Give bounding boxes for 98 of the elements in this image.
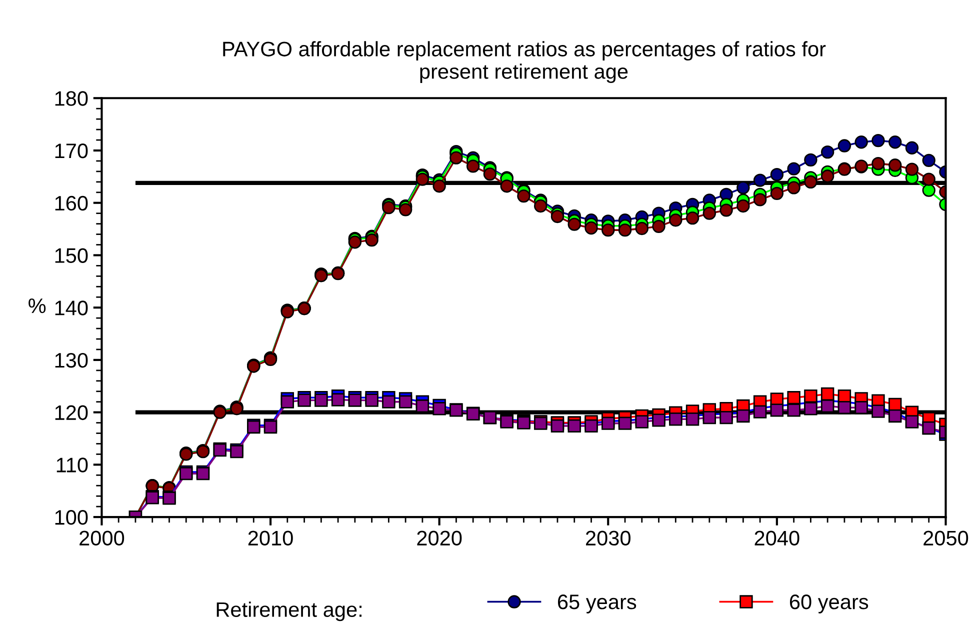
point: [584, 221, 598, 235]
point: [635, 415, 648, 428]
point: [872, 156, 885, 170]
point: [280, 395, 294, 408]
point: [686, 211, 700, 225]
point: [398, 395, 412, 408]
point: [770, 168, 784, 182]
point: [483, 167, 497, 181]
point: [568, 218, 581, 231]
point: [398, 203, 412, 216]
chart-title: PAYGO affordable replacement ratios as percentages of ratios for present retirement age: [223, 41, 826, 83]
point: [736, 199, 750, 213]
point: [905, 162, 919, 176]
point: [686, 412, 700, 426]
point: [416, 399, 430, 413]
point: [568, 419, 581, 433]
point: [804, 153, 818, 167]
point: [804, 389, 818, 403]
point: [854, 136, 868, 149]
legend-label: 60 years: [790, 594, 868, 614]
x-tick-label: 2030: [586, 530, 630, 546]
point: [854, 401, 868, 414]
point: [804, 175, 818, 189]
y-tick-label: 170: [55, 143, 88, 158]
point: [618, 223, 632, 237]
point: [804, 402, 818, 416]
point: [872, 404, 885, 418]
point: [888, 409, 902, 423]
point: [550, 419, 564, 433]
point: [770, 404, 784, 417]
x-tick-label: 2010: [248, 530, 293, 546]
point: [702, 206, 716, 220]
point: [466, 160, 480, 173]
point: [584, 419, 598, 433]
point: [517, 189, 530, 203]
x-tick-label: 2040: [754, 530, 800, 546]
point: [922, 154, 936, 168]
point: [736, 409, 750, 423]
point: [753, 405, 767, 418]
point: [635, 222, 648, 236]
x-tick-label: 2020: [417, 530, 462, 546]
point: [838, 139, 852, 152]
point: [753, 193, 767, 206]
point: [702, 410, 716, 424]
point: [736, 181, 750, 194]
y-tick-label: 160: [55, 196, 88, 211]
x-tick-label: 2050: [924, 530, 968, 546]
y-tick-label: 140: [55, 300, 88, 316]
point: [298, 394, 311, 407]
point: [450, 151, 463, 164]
point: [365, 233, 378, 247]
point: [652, 414, 666, 427]
point: [314, 394, 328, 407]
point: [652, 220, 666, 234]
point: [416, 172, 430, 186]
y-axis-title: %: [28, 298, 46, 314]
point: [432, 402, 446, 416]
point: [787, 404, 800, 417]
point: [787, 181, 800, 194]
point: [602, 223, 615, 237]
point: [432, 180, 446, 193]
point: [770, 186, 784, 200]
point: [888, 136, 902, 149]
point: [753, 174, 767, 187]
y-tick-label: 110: [56, 458, 88, 472]
point: [820, 387, 834, 401]
y-tick-label: 120: [55, 405, 88, 420]
point: [838, 401, 852, 414]
point: [820, 399, 834, 413]
y-tick-label: 150: [55, 248, 88, 263]
point: [888, 158, 902, 172]
y-tick-label: 100: [55, 510, 88, 525]
point: [787, 162, 800, 176]
point: [550, 210, 564, 224]
point: [720, 410, 733, 424]
point: [669, 412, 682, 426]
point: [787, 391, 800, 404]
y-tick-label: 180: [55, 91, 88, 106]
legend-title: Retirement age:: [216, 602, 362, 622]
point: [348, 236, 362, 249]
point: [618, 416, 632, 430]
point: [872, 134, 885, 148]
point: [348, 394, 362, 407]
point: [820, 145, 834, 159]
point: [331, 393, 345, 406]
point: [905, 141, 919, 154]
point: [922, 184, 936, 197]
point: [534, 199, 548, 213]
legend-label: 65 years: [558, 594, 636, 614]
point: [500, 180, 514, 193]
point: [922, 172, 936, 186]
point: [820, 170, 834, 183]
point: [365, 394, 378, 407]
point: [720, 204, 733, 217]
point: [669, 214, 682, 227]
x-tick-label: 2000: [80, 530, 124, 546]
point: [382, 395, 396, 408]
y-tick-label: 130: [55, 352, 88, 368]
